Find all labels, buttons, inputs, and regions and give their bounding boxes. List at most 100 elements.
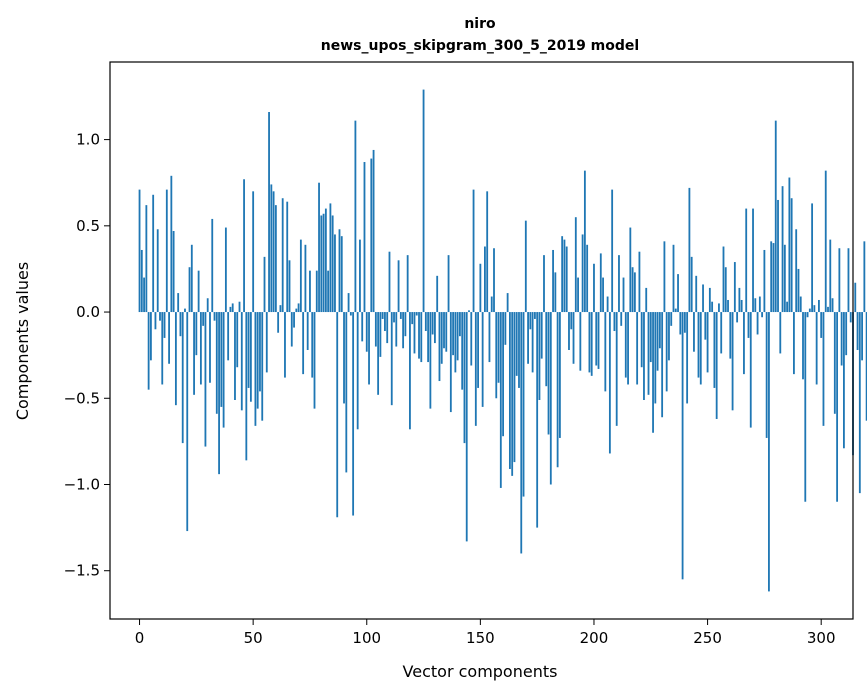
bar-292 [802, 312, 804, 380]
bar-260 [729, 312, 732, 359]
bar-100 [365, 312, 368, 352]
bar-217 [631, 267, 634, 313]
bar-144 [465, 312, 468, 542]
y-axis-label: Components values [13, 262, 32, 420]
bar-246 [697, 312, 700, 378]
bar-176 [538, 312, 541, 400]
bar-138 [452, 312, 455, 356]
bar-236 [674, 308, 677, 313]
bar-107 [381, 312, 384, 319]
bar-62 [279, 305, 282, 313]
bar-77 [313, 312, 316, 409]
bar-180 [547, 312, 550, 435]
bar-258 [724, 267, 727, 313]
bar-161 [504, 312, 507, 345]
bar-307 [836, 312, 839, 502]
bar-289 [795, 229, 798, 313]
bar-247 [699, 312, 702, 385]
bar-141 [459, 312, 461, 337]
bar-290 [797, 268, 800, 313]
bar-204 [602, 277, 604, 313]
bar-26 [197, 270, 200, 313]
bar-183 [554, 272, 557, 313]
bar-195 [581, 234, 584, 313]
bar-9 [159, 312, 161, 321]
bar-157 [495, 312, 498, 399]
x-tick-label: 300 [807, 629, 836, 647]
bar-250 [706, 312, 709, 373]
bar-233 [668, 312, 670, 361]
bar-297 [813, 305, 816, 313]
bar-242 [688, 187, 691, 313]
bar-313 [849, 312, 852, 323]
bar-34 [215, 312, 218, 414]
y-tick-label: 1.0 [76, 131, 100, 149]
bar-270 [752, 208, 754, 313]
bar-52 [256, 312, 259, 409]
bar-256 [720, 312, 723, 354]
bar-193 [577, 277, 579, 313]
bar-25 [195, 312, 198, 356]
bar-149 [477, 312, 479, 388]
bar-226 [652, 312, 654, 433]
bar-277 [768, 312, 770, 592]
bar-311 [845, 312, 848, 356]
bar-309 [840, 312, 843, 366]
bar-240 [683, 312, 686, 333]
bar-76 [311, 312, 314, 378]
bar-30 [206, 298, 209, 313]
bar-105 [377, 312, 380, 395]
bar-147 [472, 189, 475, 313]
bar-47 [245, 312, 248, 461]
bar-24 [193, 312, 195, 395]
bar-222 [643, 312, 645, 400]
bar-55 [263, 256, 266, 313]
bar-156 [493, 248, 495, 313]
bar-5 [149, 312, 152, 361]
bar-43 [236, 312, 239, 368]
bar-291 [799, 296, 802, 313]
bar-273 [758, 296, 761, 313]
y-tick-label: −1.5 [64, 562, 100, 580]
bar-96 [356, 312, 359, 430]
bar-232 [665, 312, 668, 392]
bar-78 [315, 270, 318, 313]
bar-101 [368, 312, 370, 385]
bar-113 [395, 312, 398, 347]
bar-7 [154, 312, 157, 330]
bar-75 [309, 270, 311, 313]
bar-99 [363, 162, 366, 313]
bar-316 [856, 312, 859, 350]
bar-136 [447, 255, 450, 313]
bar-278 [770, 241, 773, 313]
bar-190 [570, 312, 573, 330]
bar-283 [781, 186, 784, 313]
bar-201 [595, 312, 598, 366]
bar-184 [556, 312, 559, 468]
chart-title: niro [464, 16, 496, 32]
bar-121 [413, 312, 416, 354]
bar-186 [561, 236, 564, 313]
bar-227 [654, 312, 657, 404]
bar-228 [656, 312, 659, 371]
bar-182 [552, 249, 554, 313]
x-tick-label: 0 [135, 629, 145, 647]
bar-251 [708, 287, 711, 313]
bar-118 [406, 255, 409, 313]
bar-6 [152, 194, 155, 313]
bar-104 [374, 312, 377, 347]
bar-295 [808, 308, 811, 313]
bar-142 [461, 312, 464, 390]
bar-137 [449, 312, 452, 413]
bar-59 [272, 191, 275, 313]
bar-131 [436, 275, 439, 313]
bar-10 [161, 312, 164, 385]
bar-266 [743, 312, 745, 375]
x-tick-label: 250 [693, 629, 722, 647]
bar-293 [804, 312, 807, 502]
bar-154 [488, 312, 491, 363]
bar-125 [422, 89, 425, 313]
bar-194 [579, 312, 582, 371]
bar-15 [172, 231, 175, 313]
x-tick-label: 50 [244, 629, 263, 647]
